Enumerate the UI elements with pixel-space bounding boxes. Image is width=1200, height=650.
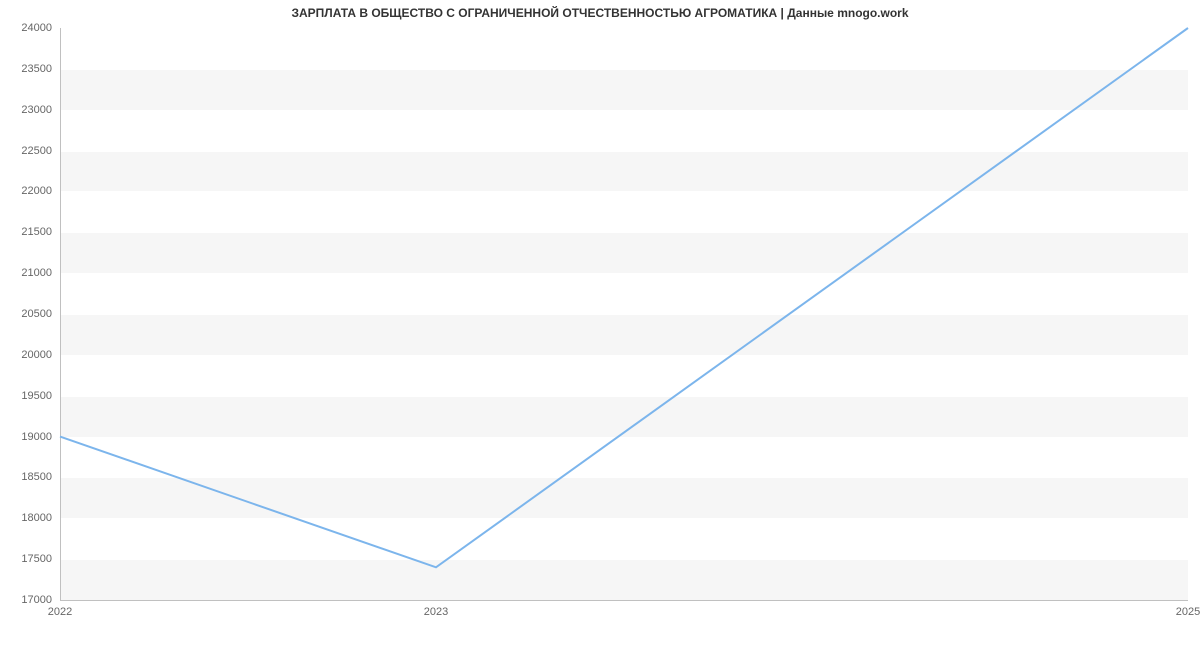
chart-title: ЗАРПЛАТА В ОБЩЕСТВО С ОГРАНИЧЕННОЙ ОТЧЕС… [0,6,1200,20]
y-tick-label: 17000 [21,594,52,606]
y-tick-label: 22000 [21,185,52,197]
x-axis-line [60,600,1188,601]
y-tick-label: 23500 [21,63,52,75]
y-tick-label: 20500 [21,308,52,320]
y-tick-label: 19000 [21,431,52,443]
y-tick-label: 18000 [21,512,52,524]
y-tick-label: 17500 [21,553,52,565]
x-tick-label: 2025 [1176,606,1200,618]
data-line [60,28,1188,600]
x-tick-label: 2022 [48,606,72,618]
x-tick-label: 2023 [424,606,448,618]
y-tick-label: 20000 [21,349,52,361]
y-tick-label: 19500 [21,390,52,402]
y-tick-label: 22500 [21,145,52,157]
y-tick-label: 21500 [21,226,52,238]
plot-area: 1700017500180001850019000195002000020500… [60,28,1188,600]
y-tick-label: 23000 [21,104,52,116]
y-tick-label: 24000 [21,22,52,34]
y-tick-label: 18500 [21,471,52,483]
y-tick-label: 21000 [21,267,52,279]
chart-container: ЗАРПЛАТА В ОБЩЕСТВО С ОГРАНИЧЕННОЙ ОТЧЕС… [0,0,1200,650]
